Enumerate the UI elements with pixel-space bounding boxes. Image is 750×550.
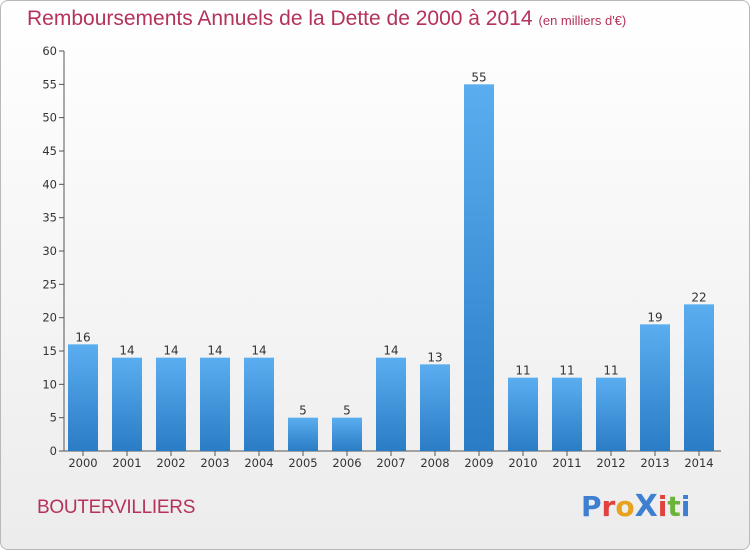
y-tick-label: 40 xyxy=(42,177,57,191)
y-tick-label: 50 xyxy=(42,111,57,125)
bar xyxy=(596,377,626,451)
x-tick-label: 2006 xyxy=(332,456,361,470)
x-tick-label: 2009 xyxy=(464,456,493,470)
y-tick-label: 55 xyxy=(42,77,57,91)
bar xyxy=(200,357,230,451)
bar-data-label: 19 xyxy=(647,310,662,324)
bar-data-label: 13 xyxy=(427,350,442,364)
y-tick-label: 60 xyxy=(42,44,57,58)
bar xyxy=(288,417,318,451)
bar-data-label: 5 xyxy=(343,404,351,418)
bar-data-label: 16 xyxy=(75,330,90,344)
chart-subtitle: (en milliers d'€) xyxy=(538,13,627,28)
logo-letter: X xyxy=(634,489,658,524)
bar-data-label: 11 xyxy=(603,364,618,378)
x-tick-label: 2011 xyxy=(552,456,581,470)
y-tick-label: 10 xyxy=(42,377,57,391)
x-tick-label: 2002 xyxy=(156,456,185,470)
x-tick-label: 2013 xyxy=(640,456,669,470)
y-tick-label: 15 xyxy=(42,344,57,358)
logo-letter: r xyxy=(601,490,616,523)
chart-title-text: Remboursements Annuels de la Dette de 20… xyxy=(27,7,533,30)
bar xyxy=(332,417,362,451)
bar-data-label: 55 xyxy=(471,70,486,84)
bar-data-label: 14 xyxy=(207,344,222,358)
x-tick-label: 2001 xyxy=(112,456,141,470)
y-tick-label: 35 xyxy=(42,211,57,225)
bar-data-label: 11 xyxy=(515,364,530,378)
bar xyxy=(464,84,494,451)
x-tick-label: 2007 xyxy=(376,456,405,470)
x-tick-label: 2010 xyxy=(508,456,537,470)
bar xyxy=(376,357,406,451)
logo-letter: i xyxy=(680,490,691,523)
x-tick-label: 2008 xyxy=(420,456,449,470)
y-tick-label: 20 xyxy=(42,311,57,325)
y-tick-label: 25 xyxy=(42,277,57,291)
bar xyxy=(552,377,582,451)
bar-data-label: 14 xyxy=(119,344,134,358)
logo-letter: t xyxy=(667,490,681,523)
bar-data-label: 11 xyxy=(559,364,574,378)
bar xyxy=(684,304,714,451)
bar xyxy=(68,344,98,451)
bar xyxy=(420,364,450,451)
logo-letter: o xyxy=(615,490,635,523)
bars xyxy=(68,84,714,451)
logo-letter: i xyxy=(657,490,668,523)
proxiti-logo[interactable]: ProXiti xyxy=(581,489,690,524)
bar xyxy=(244,357,274,451)
y-tick-label: 45 xyxy=(42,144,57,158)
bar-data-label: 22 xyxy=(691,290,706,304)
x-tick-label: 2003 xyxy=(200,456,229,470)
x-tick-label: 2005 xyxy=(288,456,317,470)
y-tick-label: 0 xyxy=(50,444,57,458)
bar xyxy=(112,357,142,451)
bar-data-label: 14 xyxy=(163,344,178,358)
y-tick-label: 30 xyxy=(42,244,57,258)
x-tick-label: 2014 xyxy=(684,456,713,470)
bar-data-label: 5 xyxy=(299,404,307,418)
chart-title: Remboursements Annuels de la Dette de 20… xyxy=(27,7,626,31)
bar xyxy=(640,324,670,451)
x-tick-label: 2004 xyxy=(244,456,273,470)
commune-name: BOUTERVILLIERS xyxy=(37,497,196,518)
bar xyxy=(156,357,186,451)
bar-data-label: 14 xyxy=(383,344,398,358)
x-tick-label: 2000 xyxy=(68,456,97,470)
bar-data-label: 14 xyxy=(251,344,266,358)
x-tick-label: 2012 xyxy=(596,456,625,470)
y-tick-label: 5 xyxy=(50,411,57,425)
logo-letter: P xyxy=(581,490,602,523)
bar xyxy=(508,377,538,451)
